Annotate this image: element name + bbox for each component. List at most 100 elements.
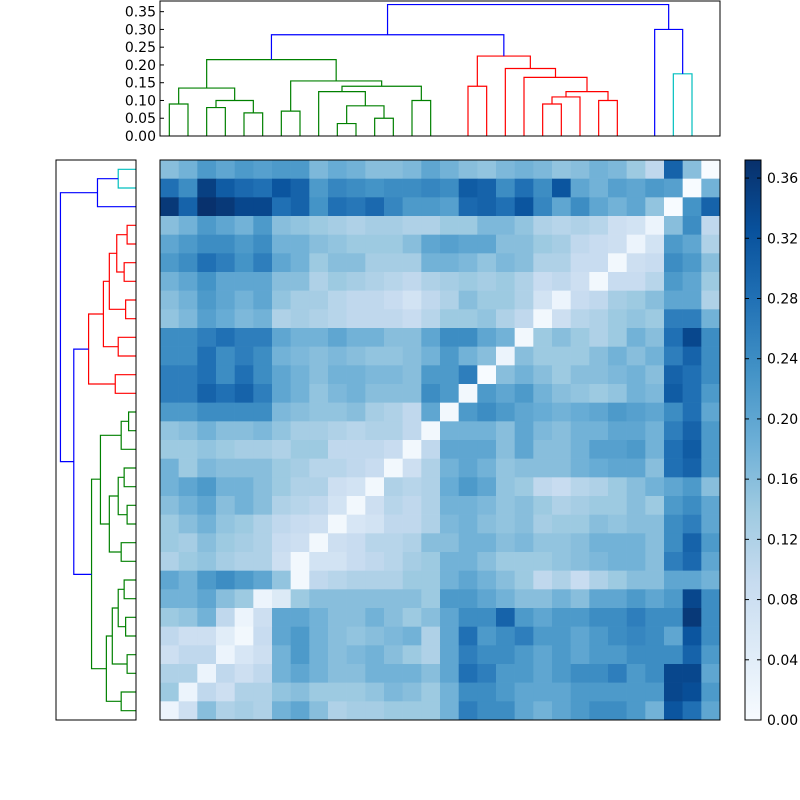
heatmap-cell xyxy=(160,477,179,497)
dendrogram-link xyxy=(476,55,531,87)
heatmap-cell xyxy=(309,626,329,646)
heatmap-cell xyxy=(234,701,254,721)
heatmap-cell xyxy=(477,458,497,478)
heatmap-cell xyxy=(253,234,273,254)
heatmap-cell xyxy=(272,253,291,273)
heatmap-cell xyxy=(477,664,497,683)
heatmap-cell xyxy=(570,402,590,422)
heatmap-cell xyxy=(197,346,217,366)
heatmap-cell xyxy=(701,234,721,254)
heatmap-cell xyxy=(384,477,403,497)
heatmap-cell xyxy=(701,608,721,627)
heatmap-cell xyxy=(178,309,198,329)
heatmap-cell xyxy=(533,645,553,665)
heatmap-cell xyxy=(552,608,571,627)
heatmap-cell xyxy=(682,253,702,273)
heatmap-cell xyxy=(197,328,217,347)
heatmap-cell xyxy=(402,533,422,553)
heatmap-cell xyxy=(160,346,179,366)
heatmap-cell xyxy=(608,384,627,403)
heatmap-cell xyxy=(234,234,254,254)
heatmap-cell xyxy=(664,626,683,646)
heatmap-cell xyxy=(309,496,329,515)
heatmap-cell xyxy=(216,160,235,179)
heatmap-cell xyxy=(290,421,310,441)
top-dendrogram-y-axis: 0.00 0.05 0.100.15 0.20 0.25 0.300.35 xyxy=(125,5,164,145)
dendrogram-link xyxy=(346,105,385,124)
heatmap-cell xyxy=(346,365,366,385)
heatmap-cell xyxy=(570,589,590,609)
heatmap-cell xyxy=(477,160,497,179)
heatmap-cell xyxy=(514,701,534,721)
heatmap-cell xyxy=(645,533,665,553)
heatmap-cell xyxy=(365,664,385,683)
heatmap-cell xyxy=(626,701,646,721)
heatmap-cell xyxy=(402,216,422,235)
heatmap-cell xyxy=(272,626,291,646)
heatmap-cell xyxy=(496,589,515,609)
heatmap-cell xyxy=(421,477,441,497)
heatmap-cell xyxy=(682,234,702,254)
heatmap-cell xyxy=(570,346,590,366)
heatmap-cell xyxy=(701,402,721,422)
heatmap-cell xyxy=(178,234,198,254)
heatmap-cell xyxy=(421,197,441,217)
heatmap-cell xyxy=(290,253,310,273)
heatmap-cell xyxy=(309,645,329,665)
heatmap-cell xyxy=(552,440,571,459)
heatmap-cell xyxy=(608,682,627,702)
heatmap-cell xyxy=(664,514,683,534)
heatmap-cell xyxy=(272,216,291,235)
heatmap-cell xyxy=(234,626,254,646)
heatmap-cell xyxy=(570,197,590,217)
heatmap-cell xyxy=(253,440,273,459)
y-tick-label: 0.20 xyxy=(125,58,156,74)
heatmap-cell xyxy=(178,197,198,217)
heatmap-cell xyxy=(402,608,422,627)
heatmap-cell xyxy=(626,160,646,179)
heatmap-cell xyxy=(608,626,627,646)
heatmap-cell xyxy=(701,328,721,347)
heatmap-cell xyxy=(234,533,254,553)
heatmap-cell xyxy=(477,440,497,459)
heatmap-cell xyxy=(421,570,441,590)
heatmap-cell xyxy=(477,197,497,217)
heatmap-cell xyxy=(160,458,179,478)
heatmap-cell xyxy=(253,570,273,590)
heatmap-cell xyxy=(477,496,497,515)
heatmap-cell xyxy=(589,570,609,590)
heatmap-cell xyxy=(496,346,515,366)
heatmap-cell xyxy=(328,216,347,235)
heatmap-cell xyxy=(365,272,385,291)
y-tick-label: 0.15 xyxy=(125,76,156,92)
heatmap-cell xyxy=(290,533,310,553)
heatmap-cell xyxy=(682,365,702,385)
heatmap-cell xyxy=(533,402,553,422)
heatmap-cell xyxy=(570,626,590,646)
heatmap-cell xyxy=(552,682,571,702)
heatmap-cell xyxy=(645,290,665,310)
heatmap-cell xyxy=(570,664,590,683)
heatmap-cell xyxy=(160,626,179,646)
heatmap-cell xyxy=(421,682,441,702)
heatmap-cell xyxy=(402,458,422,478)
heatmap-cell xyxy=(701,626,721,646)
dendrogram-link xyxy=(243,112,264,136)
heatmap-cell xyxy=(421,234,441,254)
heatmap-cell xyxy=(272,365,291,385)
heatmap-cell xyxy=(701,272,721,291)
heatmap-cell xyxy=(290,477,310,497)
heatmap-cell xyxy=(533,272,553,291)
heatmap-cell xyxy=(365,309,385,329)
heatmap-cell xyxy=(645,514,665,534)
heatmap-cell xyxy=(384,384,403,403)
heatmap-cell xyxy=(197,552,217,571)
heatmap-cell xyxy=(440,682,459,702)
heatmap-cell xyxy=(384,402,403,422)
heatmap-cell xyxy=(328,458,347,478)
heatmap-cell xyxy=(440,309,459,329)
heatmap-cell xyxy=(458,365,478,385)
dendrogram-link xyxy=(90,478,107,670)
colorbar-tick-label: 0.36 xyxy=(767,171,798,187)
heatmap-cell xyxy=(384,421,403,441)
